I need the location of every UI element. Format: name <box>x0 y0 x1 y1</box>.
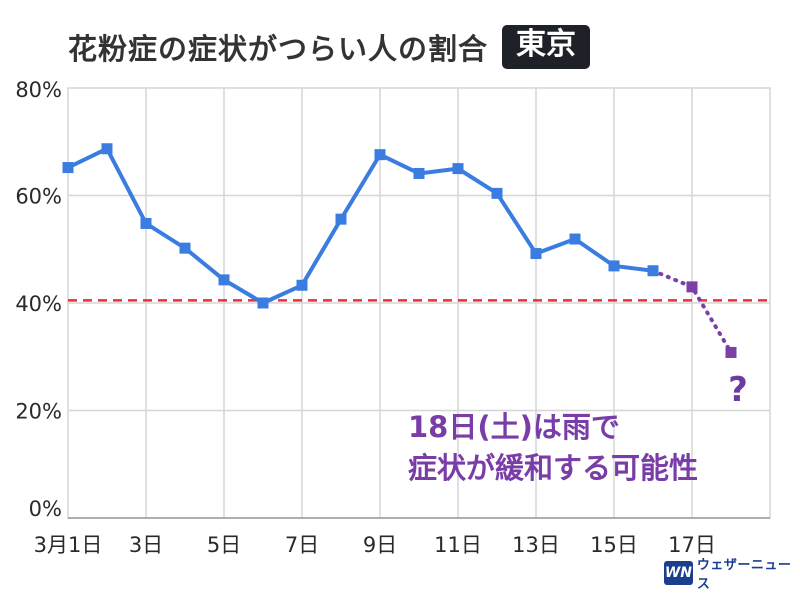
data-point <box>491 187 503 199</box>
series-line <box>66 146 655 305</box>
y-tick-label: 80% <box>15 78 62 102</box>
weathernews-logo-text: ウェザーニュース <box>696 558 792 592</box>
data-point <box>218 274 230 286</box>
data-point <box>647 265 659 277</box>
data-point <box>179 242 191 254</box>
series-layer <box>62 143 737 358</box>
chart-header: 花粉症の症状がつらい人の割合 東京 <box>68 18 591 76</box>
data-point <box>530 248 542 260</box>
data-point <box>608 260 620 272</box>
data-point <box>62 162 74 174</box>
x-tick-label: 17日 <box>668 533 716 557</box>
data-point <box>296 279 308 291</box>
forecast-question-mark: ? <box>728 370 748 410</box>
annotation-layer: ? 18日(土)は雨で 症状が緩和する可能性 <box>408 370 748 485</box>
x-tick-label: 5日 <box>207 533 241 557</box>
x-tick-label: 9日 <box>363 533 397 557</box>
data-point <box>140 217 152 229</box>
forecast-point <box>725 346 737 358</box>
x-tick-label: 3日 <box>129 533 163 557</box>
chart-title: 花粉症の症状がつらい人の割合 <box>68 32 489 66</box>
data-point <box>569 233 581 245</box>
region-badge: 東京 <box>502 25 591 69</box>
annotation-line-2: 症状が緩和する可能性 <box>408 451 698 485</box>
x-tick-label: 13日 <box>512 533 560 557</box>
y-tick-label: 60% <box>15 185 62 209</box>
data-point <box>101 143 113 155</box>
annotation-line-1: 18日(土)は雨で <box>408 410 620 444</box>
x-tick-label: 7日 <box>285 533 319 557</box>
forecast-point <box>686 281 698 293</box>
data-point <box>452 163 464 175</box>
y-tick-label: 20% <box>15 400 62 424</box>
data-point <box>257 297 269 309</box>
axis-layer: 0% 20% 40% 60% 80% 3月1日 3日 5日 7日 9日 11日 13日 15日 17日 <box>15 78 770 557</box>
weathernews-logo: WN ウェザーニュース <box>664 558 800 592</box>
data-point <box>413 167 425 179</box>
weathernews-logo-mark: WN <box>664 561 693 585</box>
y-tick-label: 0% <box>29 497 62 521</box>
data-point <box>374 149 386 161</box>
x-tick-label: 3月1日 <box>34 533 103 557</box>
data-point <box>335 213 347 225</box>
x-tick-label: 15日 <box>590 533 638 557</box>
y-tick-label: 40% <box>15 292 62 316</box>
x-tick-label: 11日 <box>434 533 482 557</box>
